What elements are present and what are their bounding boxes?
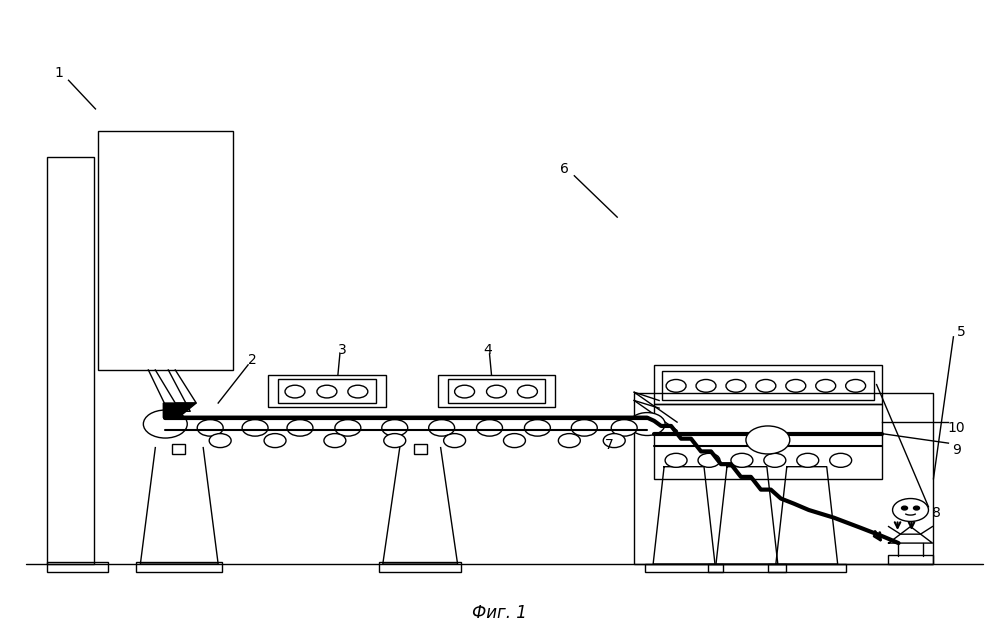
Circle shape: [666, 380, 686, 392]
Bar: [887, 555, 933, 564]
Text: 9: 9: [952, 443, 961, 457]
Circle shape: [285, 385, 305, 398]
Circle shape: [830, 454, 852, 467]
Circle shape: [524, 420, 550, 436]
Bar: [662, 371, 873, 401]
Circle shape: [603, 434, 625, 448]
Circle shape: [444, 434, 466, 448]
Circle shape: [317, 385, 337, 398]
Circle shape: [558, 434, 580, 448]
Circle shape: [455, 385, 475, 398]
Polygon shape: [163, 403, 196, 418]
Bar: [278, 380, 376, 403]
Circle shape: [665, 454, 687, 467]
Circle shape: [629, 413, 665, 436]
Circle shape: [696, 380, 716, 392]
Circle shape: [348, 385, 368, 398]
Circle shape: [209, 434, 231, 448]
Circle shape: [846, 380, 865, 392]
Circle shape: [746, 426, 790, 454]
Bar: [708, 564, 786, 572]
Circle shape: [384, 434, 406, 448]
Bar: [47, 157, 95, 564]
Text: 7: 7: [604, 438, 613, 452]
Circle shape: [242, 420, 268, 436]
Circle shape: [726, 380, 746, 392]
Circle shape: [698, 454, 720, 467]
Circle shape: [913, 506, 919, 510]
Text: 1: 1: [54, 66, 63, 80]
Circle shape: [324, 434, 346, 448]
Text: 5: 5: [957, 325, 966, 339]
Circle shape: [287, 420, 313, 436]
Circle shape: [571, 420, 597, 436]
Circle shape: [756, 380, 776, 392]
Circle shape: [477, 420, 502, 436]
Circle shape: [786, 380, 806, 392]
Bar: [448, 380, 545, 403]
Bar: [379, 562, 461, 572]
Text: 3: 3: [338, 343, 347, 357]
Circle shape: [429, 420, 455, 436]
Bar: [768, 564, 846, 572]
Circle shape: [143, 410, 187, 438]
Circle shape: [382, 420, 408, 436]
Circle shape: [611, 420, 637, 436]
Bar: [438, 375, 555, 407]
Bar: [47, 562, 109, 572]
Text: 10: 10: [948, 422, 965, 436]
Text: 8: 8: [932, 505, 941, 519]
Circle shape: [503, 434, 525, 448]
Bar: [172, 445, 185, 454]
Bar: [634, 394, 933, 564]
Text: 2: 2: [248, 353, 257, 367]
Bar: [137, 562, 222, 572]
Bar: [268, 375, 386, 407]
Bar: [99, 131, 233, 370]
Bar: [654, 404, 881, 479]
Circle shape: [197, 420, 223, 436]
Circle shape: [764, 454, 786, 467]
Circle shape: [731, 454, 753, 467]
Bar: [645, 564, 723, 572]
Circle shape: [517, 385, 537, 398]
Bar: [654, 365, 881, 404]
Circle shape: [892, 498, 928, 521]
Circle shape: [797, 454, 819, 467]
Text: 4: 4: [484, 343, 492, 357]
Circle shape: [816, 380, 836, 392]
Circle shape: [487, 385, 506, 398]
Bar: [414, 445, 427, 454]
Circle shape: [264, 434, 286, 448]
Circle shape: [901, 506, 907, 510]
Text: Фиг. 1: Фиг. 1: [473, 604, 526, 622]
Circle shape: [335, 420, 361, 436]
Text: 6: 6: [559, 163, 568, 176]
